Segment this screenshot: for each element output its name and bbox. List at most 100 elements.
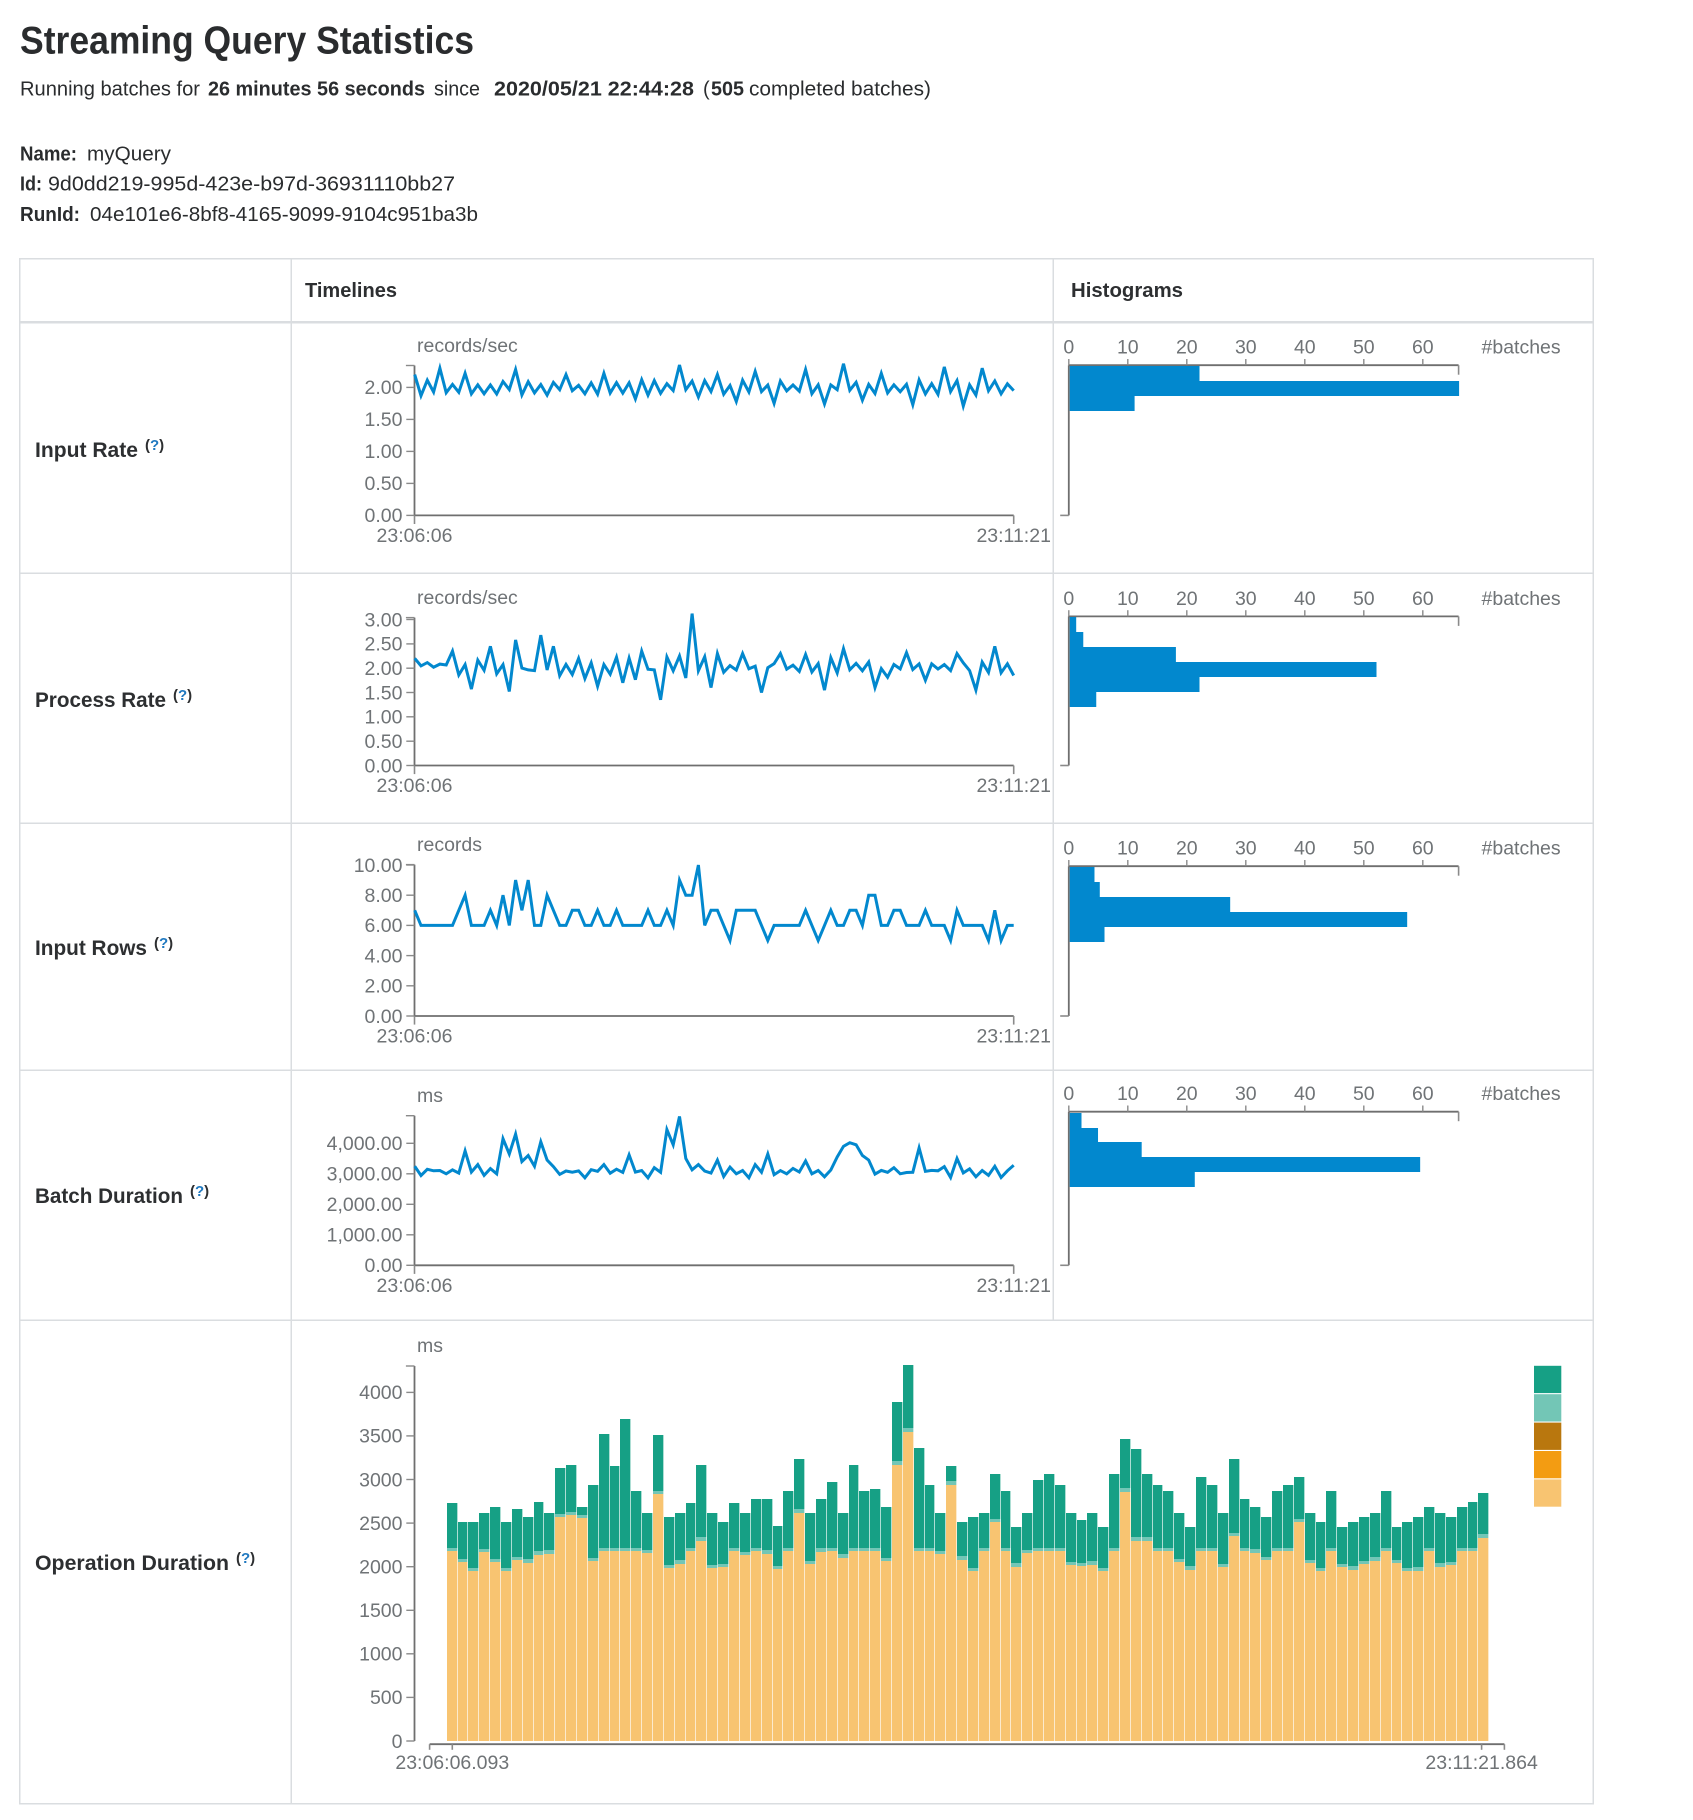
svg-text:30: 30 [1235,1083,1257,1105]
svg-text:2.00: 2.00 [365,377,403,399]
svg-text:Name:: Name: [20,144,77,166]
svg-text:completed batches): completed batches) [749,79,931,101]
svg-text:23:11:21: 23:11:21 [976,525,1050,547]
svg-text:Operation Duration: Operation Duration [35,1551,229,1575]
svg-text:10: 10 [1117,337,1139,359]
svg-text:ms: ms [417,1335,443,1357]
svg-text:0: 0 [392,1731,403,1753]
svg-text:1.00: 1.00 [365,707,403,729]
svg-text:60: 60 [1412,337,1434,359]
svg-text:23:06:06: 23:06:06 [377,775,453,797]
svg-text:50: 50 [1353,588,1375,610]
svg-text:10: 10 [1117,838,1139,860]
svg-text:1.50: 1.50 [365,682,403,704]
svg-text:23:06:06: 23:06:06 [377,1275,453,1297]
svg-text:1000: 1000 [359,1644,403,1666]
svg-text:2.50: 2.50 [365,634,403,656]
svg-text:(?): (?) [173,687,192,704]
svg-text:40: 40 [1294,337,1316,359]
svg-text:30: 30 [1235,838,1257,860]
svg-text:40: 40 [1294,838,1316,860]
svg-text:40: 40 [1294,1083,1316,1105]
svg-text:2020/05/21 22:44:28: 2020/05/21 22:44:28 [494,79,694,101]
svg-text:60: 60 [1412,838,1434,860]
svg-text:#batches: #batches [1482,588,1561,610]
svg-text:30: 30 [1235,588,1257,610]
svg-text:0: 0 [1063,588,1074,610]
svg-text:2.00: 2.00 [365,976,403,998]
svg-text:myQuery: myQuery [87,144,171,166]
svg-text:50: 50 [1353,337,1375,359]
svg-text:4.00: 4.00 [365,945,403,967]
svg-text:2.00: 2.00 [365,658,403,680]
svg-text:0: 0 [1063,838,1074,860]
svg-text:Process Rate: Process Rate [35,688,166,712]
svg-text:9d0dd219-995d-423e-b97d-369311: 9d0dd219-995d-423e-b97d-36931110bb27 [48,174,455,196]
svg-text:2000: 2000 [359,1557,403,1579]
svg-text:Input Rate: Input Rate [35,438,138,462]
svg-text:26 minutes 56 seconds: 26 minutes 56 seconds [208,79,425,101]
svg-text:RunId:: RunId: [20,204,80,226]
svg-text:0: 0 [1063,337,1074,359]
svg-text:1500: 1500 [359,1600,403,1622]
svg-text:04e101e6-8bf8-4165-9099-9104c9: 04e101e6-8bf8-4165-9099-9104c951ba3b [90,204,478,226]
svg-text:3,000.00: 3,000.00 [327,1164,403,1186]
svg-text:20: 20 [1176,838,1198,860]
svg-text:8.00: 8.00 [365,885,403,907]
svg-text:10.00: 10.00 [354,855,403,877]
svg-text:records/sec: records/sec [417,335,518,357]
svg-text:23:06:06: 23:06:06 [377,525,453,547]
svg-text:20: 20 [1176,588,1198,610]
svg-text:0: 0 [1063,1083,1074,1105]
svg-text:40: 40 [1294,588,1316,610]
svg-text:2,000.00: 2,000.00 [327,1194,403,1216]
svg-text:Batch Duration: Batch Duration [35,1184,183,1208]
svg-text:3.00: 3.00 [365,609,403,631]
svg-text:0.50: 0.50 [365,731,403,753]
svg-text:(?): (?) [190,1183,209,1200]
svg-text:50: 50 [1353,1083,1375,1105]
svg-text:2500: 2500 [359,1513,403,1535]
svg-text:23:11:21: 23:11:21 [976,775,1050,797]
svg-text:(?): (?) [145,437,164,454]
svg-text:4,000.00: 4,000.00 [327,1133,403,1155]
svg-text:Timelines: Timelines [305,279,397,302]
svg-text:Histograms: Histograms [1071,279,1183,302]
svg-text:records: records [417,834,482,856]
svg-text:0.50: 0.50 [365,473,403,495]
svg-text:3500: 3500 [359,1426,403,1448]
svg-text:3000: 3000 [359,1469,403,1491]
svg-text:#batches: #batches [1482,1083,1561,1105]
svg-text:0.00: 0.00 [365,1255,403,1277]
svg-text:(?): (?) [236,1550,255,1567]
svg-text:1.50: 1.50 [365,409,403,431]
svg-text:23:06:06.093: 23:06:06.093 [395,1752,509,1774]
svg-text:Input Rows: Input Rows [35,936,147,960]
svg-text:6.00: 6.00 [365,915,403,937]
svg-text:30: 30 [1235,337,1257,359]
svg-text:50: 50 [1353,838,1375,860]
svg-text:60: 60 [1412,1083,1434,1105]
svg-text:10: 10 [1117,1083,1139,1105]
svg-text:20: 20 [1176,337,1198,359]
svg-text:500: 500 [370,1687,403,1709]
svg-text:23:11:21: 23:11:21 [976,1026,1050,1048]
svg-text:505: 505 [711,79,744,101]
svg-text:1.00: 1.00 [365,441,403,463]
svg-text:(: ( [703,79,710,101]
svg-text:Id:: Id: [20,174,42,196]
svg-text:Running batches for: Running batches for [20,79,200,101]
svg-text:1,000.00: 1,000.00 [327,1225,403,1247]
svg-text:23:11:21.864: 23:11:21.864 [1425,1752,1538,1774]
svg-text:23:11:21: 23:11:21 [976,1275,1050,1297]
svg-text:#batches: #batches [1482,838,1561,860]
svg-text:Streaming Query Statistics: Streaming Query Statistics [20,20,474,63]
svg-text:(?): (?) [154,935,173,952]
svg-text:4000: 4000 [359,1382,403,1404]
svg-text:0.00: 0.00 [365,1006,403,1028]
svg-text:0.00: 0.00 [365,755,403,777]
svg-text:#batches: #batches [1482,337,1561,359]
svg-text:10: 10 [1117,588,1139,610]
svg-text:since: since [434,79,480,101]
svg-text:20: 20 [1176,1083,1198,1105]
